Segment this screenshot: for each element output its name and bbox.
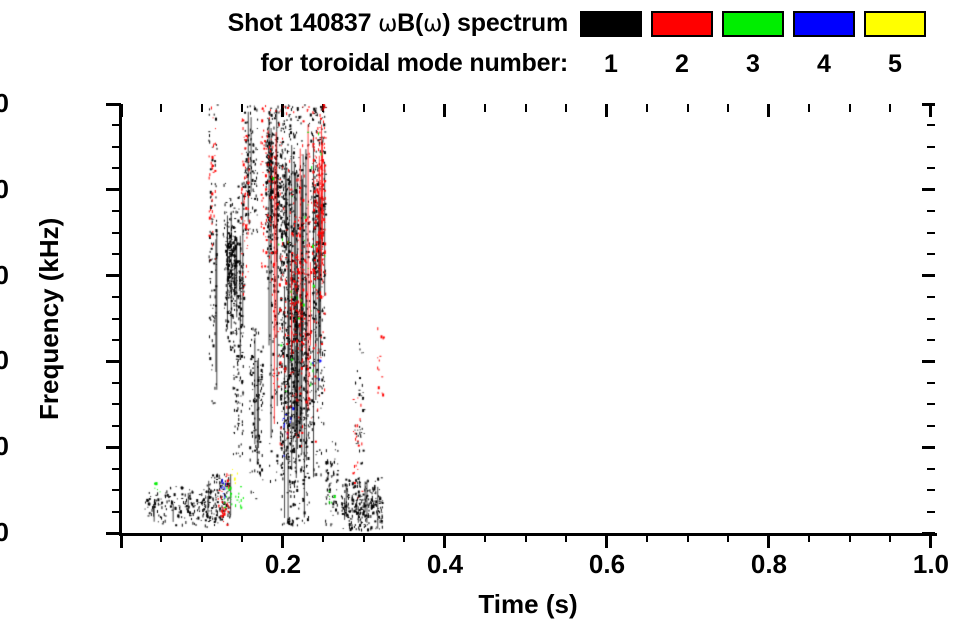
spectrogram-data-points: [121, 104, 935, 533]
y-tick-minor: [112, 167, 121, 170]
y-tick-major: [106, 531, 121, 535]
y-tick-major: [106, 274, 121, 278]
y-tick-minor: [112, 338, 121, 341]
y-axis-line: [119, 104, 122, 536]
y-tick-label-20: 20: [0, 431, 9, 462]
x-tick-minor: [727, 533, 730, 542]
y-tick-label-60: 60: [0, 259, 9, 290]
y-tick-minor: [112, 145, 121, 148]
x-axis-title: Time (s): [478, 589, 578, 619]
title-spectrum-text: ) spectrum: [442, 9, 568, 37]
plot-area: 0 20 40 60 80 100 0.2 0.4 0.6 0.8 1.0 Time (s): [0, 90, 949, 619]
y-tick-right: [922, 531, 935, 535]
legend-swatch-mode-4[interactable]: [793, 11, 855, 37]
x-tick-minor: [686, 533, 689, 542]
x-tick-label-0.8: 0.8: [750, 549, 788, 579]
x-tick-minor: [160, 533, 163, 542]
y-tick-label-100: 100: [0, 88, 9, 118]
x-tick-minor: [200, 533, 203, 542]
y-tick-minor: [112, 510, 121, 513]
x-tick-label-1.0: 1.0: [912, 549, 950, 579]
x-tick-major: [443, 533, 447, 548]
y-tick-minor: [112, 296, 121, 299]
y-tick-major: [106, 445, 121, 449]
x-tick-minor: [524, 533, 527, 542]
x-tick-minor: [848, 533, 851, 542]
legend-label-row: 1 2 3 4 5: [580, 47, 950, 81]
y-tick-label-80: 80: [0, 173, 9, 204]
x-tick-minor: [889, 533, 892, 542]
y-tick-minor: [112, 467, 121, 470]
legend-swatch-mode-2[interactable]: [651, 11, 713, 37]
y-tick-minor: [112, 381, 121, 384]
x-tick-label-0.4: 0.4: [426, 549, 464, 579]
x-axis-line: [119, 533, 937, 536]
legend-number-mode-2: 2: [675, 50, 689, 78]
x-tick-major: [119, 533, 123, 548]
x-tick-minor: [808, 533, 811, 542]
legend-number-mode-3: 3: [746, 50, 760, 78]
title-b-text: B(: [397, 9, 424, 37]
x-tick-minor: [565, 533, 568, 542]
y-tick-label-40: 40: [0, 345, 9, 376]
y-tick-minor: [112, 317, 121, 320]
title-shot-text: Shot 140837: [227, 9, 379, 37]
y-tick-label-0: 0: [0, 517, 9, 547]
y-tick-minor: [112, 253, 121, 256]
x-tick-minor: [403, 533, 406, 542]
x-tick-minor: [646, 533, 649, 542]
omega-symbol-2: ω: [423, 11, 443, 37]
legend-swatch-mode-5[interactable]: [864, 11, 926, 37]
omega-symbol-1: ω: [378, 11, 398, 37]
chart-title: Shot 140837 ωB(ω) spectrum for toroidal …: [0, 4, 569, 83]
legend: 1 2 3 4 5: [580, 11, 950, 83]
y-tick-minor: [112, 231, 121, 234]
x-tick-major: [605, 533, 609, 548]
y-tick-major: [106, 102, 121, 106]
y-tick-minor: [112, 210, 121, 213]
y-tick-major: [106, 188, 121, 192]
legend-swatch-row: [580, 11, 950, 38]
x-tick-major: [281, 533, 285, 548]
y-tick-minor: [112, 403, 121, 406]
x-tick-minor: [322, 533, 325, 542]
title-line-1: Shot 140837 ωB(ω) spectrum: [0, 4, 569, 44]
title-line-2: for toroidal mode number:: [260, 49, 568, 77]
y-tick-major: [106, 359, 121, 363]
x-tick-minor: [241, 533, 244, 542]
x-tick-label-0.2: 0.2: [264, 549, 302, 579]
y-tick-minor: [112, 124, 121, 127]
legend-swatch-mode-3[interactable]: [722, 11, 784, 37]
legend-number-mode-1: 1: [604, 50, 618, 78]
y-tick-minor: [112, 424, 121, 427]
x-tick-major: [929, 533, 933, 548]
legend-number-mode-5: 5: [888, 50, 902, 78]
x-tick-major: [767, 533, 771, 548]
legend-number-mode-4: 4: [817, 50, 831, 78]
y-tick-minor: [112, 489, 121, 492]
x-tick-minor: [484, 533, 487, 542]
x-tick-label-0.6: 0.6: [588, 549, 626, 579]
y-axis-title: Frequency (kHz): [34, 217, 64, 420]
legend-swatch-mode-1[interactable]: [580, 11, 642, 37]
x-tick-minor: [362, 533, 365, 542]
